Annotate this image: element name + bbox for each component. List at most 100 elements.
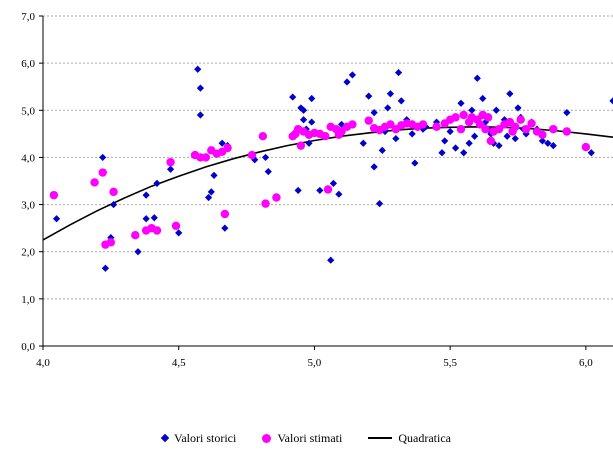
data-point-valori-storici xyxy=(473,74,481,82)
legend-label: Valori storici xyxy=(174,430,237,445)
data-point-valori-stimati xyxy=(220,209,230,219)
data-point-valori-stimati xyxy=(418,120,428,129)
data-point-valori-storici xyxy=(194,65,202,73)
data-point-valori-storici xyxy=(196,111,205,119)
data-point-valori-storici xyxy=(468,106,476,114)
data-point-valori-storici xyxy=(308,94,316,103)
circle-marker-icon xyxy=(262,433,272,443)
data-point-valori-stimati xyxy=(364,116,373,125)
data-point-valori-stimati xyxy=(98,168,107,177)
data-point-valori-storici xyxy=(261,153,270,162)
data-point-valori-storici xyxy=(289,93,297,101)
data-point-valori-stimati xyxy=(521,124,531,134)
data-point-valori-storici xyxy=(370,163,378,171)
data-point-valori-stimati xyxy=(459,110,468,120)
data-point-valori-storici xyxy=(207,188,215,196)
data-point-valori-storici xyxy=(142,215,150,223)
data-point-valori-storici xyxy=(503,132,511,140)
data-point-valori-storici xyxy=(506,90,514,98)
y-tick-label: 3,0 xyxy=(21,200,35,212)
data-point-valori-storici xyxy=(109,200,118,209)
line-marker-icon xyxy=(368,437,393,439)
x-tick-label: 5,5 xyxy=(443,357,457,369)
data-point-valori-storici xyxy=(365,92,373,100)
data-point-valori-storici xyxy=(451,144,460,152)
data-point-valori-storici xyxy=(101,264,110,272)
data-point-valori-storici xyxy=(441,137,449,145)
data-point-valori-stimati xyxy=(386,120,395,129)
data-point-valori-storici xyxy=(549,142,557,150)
series-quadratica xyxy=(42,125,613,241)
y-tick-label: 7,0 xyxy=(21,11,35,23)
x-tick-labels: 4,0 4,5 5,0 5,5 6,0 xyxy=(36,357,593,369)
data-point-valori-stimati xyxy=(549,124,558,134)
x-tick-label: 4,5 xyxy=(172,357,186,369)
fit-line-quadratica xyxy=(42,125,613,241)
data-point-valori-stimati xyxy=(481,124,490,134)
data-point-valori-storici xyxy=(294,186,302,195)
data-point-valori-storici xyxy=(370,109,378,117)
data-point-valori-storici xyxy=(514,104,522,112)
data-point-valori-storici xyxy=(481,118,490,126)
x-tick-label: 6,0 xyxy=(579,357,593,369)
data-point-valori-stimati xyxy=(201,153,211,162)
data-point-valori-stimati xyxy=(505,117,515,127)
data-point-valori-storici xyxy=(432,118,441,126)
x-tick-label: 4,0 xyxy=(36,357,50,369)
data-point-valori-stimati xyxy=(106,238,116,247)
data-point-valori-stimati xyxy=(272,193,281,202)
data-point-valori-stimati xyxy=(527,119,536,128)
data-point-valori-stimati xyxy=(321,132,330,141)
data-point-valori-storici xyxy=(538,137,547,145)
data-point-valori-storici xyxy=(175,229,183,237)
data-point-valori-stimati xyxy=(456,124,466,134)
data-point-valori-stimati xyxy=(152,226,162,235)
data-point-valori-stimati xyxy=(451,113,460,122)
data-point-valori-storici xyxy=(99,153,107,162)
data-point-valori-storici xyxy=(327,256,335,264)
data-point-valori-storici xyxy=(384,104,392,112)
legend-item-valori-storici: Valori storici xyxy=(160,430,237,446)
data-point-valori-stimati xyxy=(432,122,441,131)
data-point-valori-storici xyxy=(150,214,158,222)
data-point-valori-storici xyxy=(52,215,61,223)
data-point-valori-storici xyxy=(166,165,175,173)
legend-item-valori-stimati: Valori stimati xyxy=(262,431,342,446)
series-valori-storici xyxy=(52,65,613,272)
data-point-valori-stimati xyxy=(516,115,525,124)
data-point-valori-storici xyxy=(299,116,308,124)
gridlines xyxy=(43,15,613,300)
data-point-valori-storici xyxy=(394,68,403,77)
data-point-valori-stimati xyxy=(562,127,572,136)
data-point-valori-storici xyxy=(308,118,316,126)
data-point-valori-storici xyxy=(492,106,500,114)
data-point-valori-storici xyxy=(343,78,351,86)
x-tick-label: 5,0 xyxy=(308,357,322,369)
data-point-valori-stimati xyxy=(511,122,520,131)
data-point-valori-stimati xyxy=(475,120,485,129)
data-point-valori-stimati xyxy=(258,132,268,141)
data-point-valori-stimati xyxy=(261,199,270,208)
data-point-valori-storici xyxy=(378,146,386,154)
data-point-valori-stimati xyxy=(494,124,504,134)
data-point-valori-storici xyxy=(479,94,487,103)
data-point-valori-storici xyxy=(218,139,226,147)
data-point-valori-stimati xyxy=(171,221,181,230)
data-point-valori-storici xyxy=(470,132,479,140)
data-point-valori-stimati xyxy=(337,127,346,136)
data-point-valori-storici xyxy=(359,139,367,147)
data-point-valori-storici xyxy=(411,159,419,167)
data-point-valori-stimati xyxy=(348,120,357,129)
data-point-valori-storici xyxy=(153,179,161,187)
data-point-valori-storici xyxy=(348,71,357,79)
data-point-valori-stimati xyxy=(483,113,493,122)
legend-label: Quadratica xyxy=(398,430,451,445)
diamond-marker-icon xyxy=(160,433,170,443)
data-point-valori-storici xyxy=(375,200,384,208)
data-point-valori-storici xyxy=(392,134,400,143)
data-point-valori-storici xyxy=(299,106,308,114)
data-point-valori-storici xyxy=(142,191,150,199)
data-point-valori-storici xyxy=(297,104,305,112)
data-point-valori-stimati xyxy=(323,185,333,194)
data-point-valori-storici xyxy=(438,149,446,157)
